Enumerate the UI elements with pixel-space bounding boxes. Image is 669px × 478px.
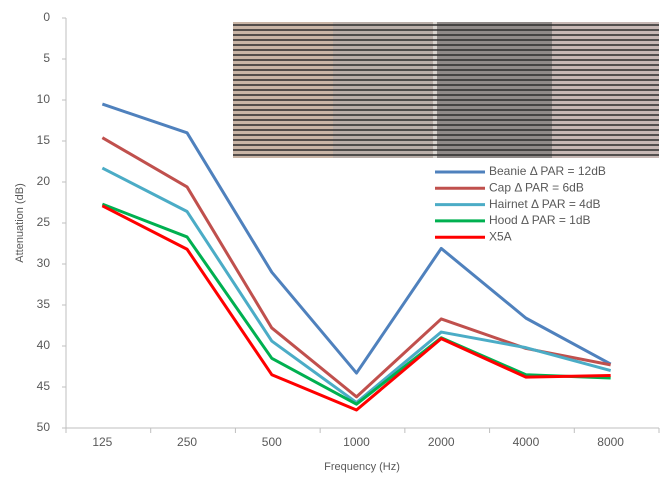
stripe bbox=[233, 89, 659, 91]
legend-label: Cap Δ PAR = 6dB bbox=[489, 180, 584, 194]
y-tick-label: 20 bbox=[37, 174, 51, 188]
y-tick-label: 30 bbox=[37, 256, 51, 270]
stripe bbox=[233, 39, 659, 41]
x-tick-label: 1000 bbox=[343, 435, 370, 449]
y-tick-label: 35 bbox=[37, 297, 51, 311]
stripe bbox=[233, 109, 659, 111]
stripe bbox=[233, 54, 659, 56]
x-tick-label: 8000 bbox=[597, 435, 624, 449]
series-line bbox=[101, 102, 612, 375]
y-tick-label: 45 bbox=[37, 379, 51, 393]
legend-label: Hairnet Δ PAR = 4dB bbox=[489, 197, 601, 211]
stripe bbox=[233, 59, 659, 61]
stripe bbox=[233, 74, 659, 76]
legend-label: Beanie Δ PAR = 12dB bbox=[489, 164, 606, 178]
y-tick-label: 5 bbox=[43, 51, 50, 65]
stripe bbox=[233, 24, 659, 26]
stripe bbox=[233, 64, 659, 66]
stripe bbox=[233, 44, 659, 46]
series-line bbox=[101, 202, 611, 406]
stripe bbox=[233, 29, 659, 31]
stripe bbox=[233, 34, 659, 36]
x-tick-label: 250 bbox=[177, 435, 197, 449]
legend-label: Hood Δ PAR = 1dB bbox=[489, 213, 591, 227]
stripe bbox=[233, 69, 659, 71]
y-tick-label: 40 bbox=[37, 338, 51, 352]
photo-stripes bbox=[233, 24, 659, 156]
y-axis-title: Attenuation (dB) bbox=[14, 183, 26, 263]
stripe bbox=[233, 104, 659, 106]
stripe bbox=[233, 119, 659, 121]
stripe bbox=[233, 49, 659, 51]
x-axis-title: Frequency (Hz) bbox=[324, 461, 400, 473]
y-tick-label: 10 bbox=[37, 92, 51, 106]
series-line bbox=[101, 204, 611, 412]
y-tick-label: 15 bbox=[37, 133, 51, 147]
stripe bbox=[233, 139, 659, 141]
stripe bbox=[233, 144, 659, 146]
stripe bbox=[233, 79, 659, 81]
x-tick-label: 2000 bbox=[428, 435, 455, 449]
stripe bbox=[233, 149, 659, 151]
y-tick-label: 0 bbox=[43, 10, 50, 24]
stripe bbox=[233, 94, 659, 96]
stripe bbox=[233, 114, 659, 116]
stripe bbox=[233, 129, 659, 131]
legend-label: X5A bbox=[489, 229, 512, 243]
stripe bbox=[233, 134, 659, 136]
x-tick-label: 500 bbox=[262, 435, 282, 449]
stripe bbox=[233, 154, 659, 156]
y-tick-label: 25 bbox=[37, 215, 51, 229]
stripe bbox=[233, 84, 659, 86]
y-tick-label: 50 bbox=[37, 420, 51, 434]
photo bbox=[233, 22, 659, 158]
stripe bbox=[233, 124, 659, 126]
x-tick-label: 125 bbox=[92, 435, 112, 449]
stripe bbox=[233, 99, 659, 101]
x-tick-label: 4000 bbox=[513, 435, 540, 449]
